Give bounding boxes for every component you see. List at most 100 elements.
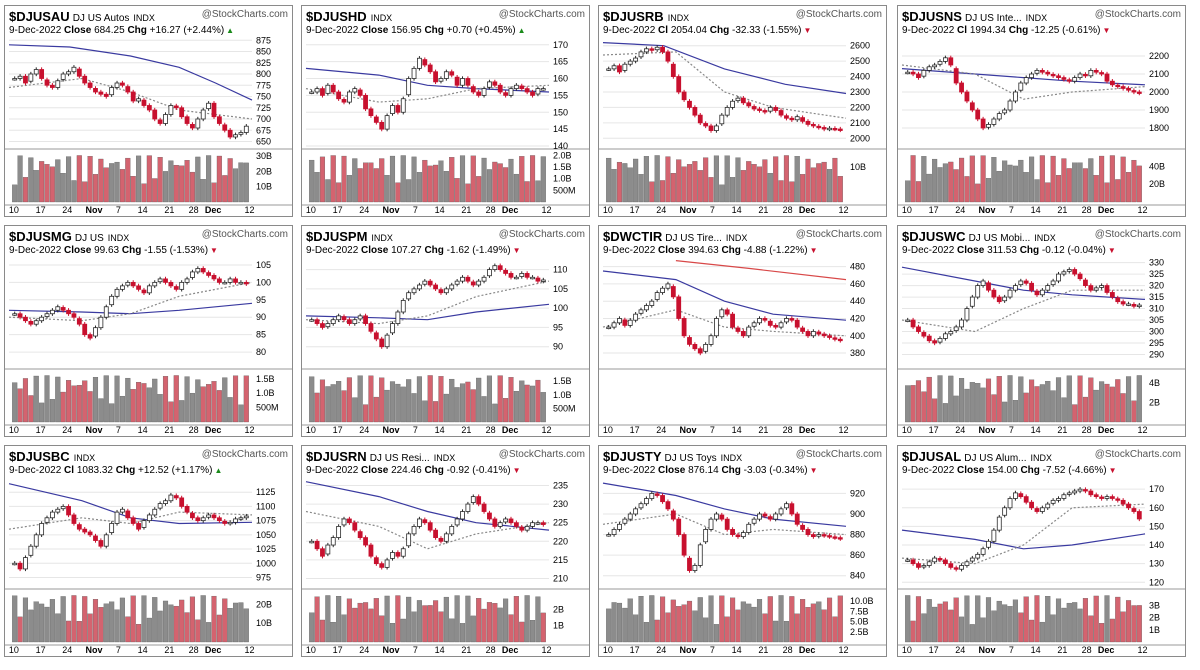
chart-panel[interactable]: $DWCTIR DJ US Tire... INDX @StockCharts.com… (598, 225, 887, 437)
candle-body (17, 562, 23, 570)
candle-body (309, 91, 315, 94)
candle-body (633, 508, 639, 515)
candle-body (400, 98, 406, 113)
candle-body (975, 109, 981, 120)
volume-bar (141, 595, 147, 643)
chart-panel[interactable]: $DJUSNS DJ US Inte... INDX @StockCharts.com… (897, 5, 1186, 217)
volume-bar (665, 612, 671, 643)
volume-bar (837, 176, 843, 203)
chart-panel[interactable]: $DJUSWC DJ US Mobi... INDX @StockCharts.com… (897, 225, 1186, 437)
candle-body (363, 94, 368, 110)
chart-panel[interactable]: $DJUSAL DJ US Alum... INDX @StockCharts.com… (897, 445, 1186, 657)
y-tick-label: 875 (256, 35, 271, 45)
volume-bar (119, 597, 125, 643)
volume-bar (676, 159, 682, 203)
candle-body (71, 514, 77, 524)
candle-body (708, 518, 714, 530)
y-tick-label: 220 (553, 536, 568, 546)
volume-bar (416, 376, 422, 423)
volume-bar (660, 180, 666, 203)
chart-panel[interactable]: $DJUSHD INDX @StockCharts.com 9-Dec-2022 Cl… (301, 5, 590, 217)
candle-body (643, 498, 649, 505)
y-tick-label: 2000 (850, 133, 870, 143)
x-tick-label: 14 (1031, 645, 1041, 655)
candle-body (1083, 73, 1088, 77)
candle-body (330, 319, 336, 324)
volume-bar (762, 159, 768, 203)
x-tick-label: Nov (383, 425, 400, 435)
candle-body (146, 285, 152, 294)
volume-bar (346, 175, 352, 203)
volume-bar (1029, 156, 1035, 203)
exchange-label: INDX (667, 13, 690, 23)
chart-panel[interactable]: $DJUSBC INDX @StockCharts.com 9-Dec-2022 Cl… (4, 445, 293, 657)
volume-bar (1045, 381, 1051, 423)
candle-body (926, 561, 932, 566)
up-arrow-icon: ▲ (214, 466, 223, 475)
volume-bar (368, 608, 374, 643)
candle-body (76, 68, 82, 77)
close-label: Close (361, 25, 389, 36)
x-tick-label: 28 (486, 205, 496, 215)
volume-bar (373, 396, 379, 423)
change-value: +12.52 (+1.17%) (138, 465, 213, 476)
volume-bar (985, 597, 992, 643)
volume-bar (33, 601, 39, 643)
candle-body (627, 319, 633, 326)
candle-body (980, 548, 986, 555)
volume-bar (1088, 615, 1094, 643)
candle-body (12, 313, 18, 316)
chart-panel[interactable]: $DJUSRB INDX @StockCharts.com 9-Dec-2022 Cl… (598, 5, 887, 217)
volume-bar (309, 376, 315, 423)
candle-body (1104, 285, 1110, 293)
volume-bar (119, 169, 125, 203)
volume-tick-label: 1.0B (553, 390, 572, 400)
candle-body (82, 75, 88, 84)
volume-bar (243, 608, 249, 643)
ticker-symbol: $DJUSPM (306, 229, 368, 244)
volume-bar (1136, 605, 1142, 643)
volume-bar (730, 177, 736, 203)
index-name: DJ US Tire... (665, 233, 722, 244)
volume-bar (481, 157, 487, 203)
volume-tick-label: 7.5B (850, 606, 869, 616)
volume-bar (1088, 377, 1094, 423)
volume-bar (66, 156, 72, 203)
chart-panel[interactable]: $DJUSRN DJ US Resi... INDX @StockCharts.com… (301, 445, 590, 657)
candle-body (660, 495, 665, 503)
down-arrow-icon: ▼ (1108, 466, 1117, 475)
volume-bar (540, 156, 546, 203)
candle-body (76, 524, 82, 530)
chart-panel[interactable]: $DJUSAU DJ US Autos INDX @StockCharts.com 9-… (4, 5, 293, 217)
x-tick-label: 28 (189, 205, 199, 215)
chart-panel[interactable]: $DJUSPM INDX @StockCharts.com 9-Dec-2022 Cl… (301, 225, 590, 437)
chart-panel[interactable]: $DJUSMG DJ US INDX @StockCharts.com 9-Dec-20… (4, 225, 293, 437)
y-tick-label: 2000 (1149, 87, 1169, 97)
x-tick-label: 24 (955, 645, 965, 655)
y-tick-label: 225 (553, 518, 568, 528)
candle-body (109, 87, 115, 96)
candle-body (1050, 73, 1056, 77)
down-arrow-icon: ▼ (803, 26, 812, 35)
volume-tick-label: 20B (1149, 179, 1165, 189)
candle-body (837, 128, 843, 131)
volume-bar (173, 605, 179, 643)
candle-body (633, 313, 639, 321)
volume-bar (953, 395, 959, 423)
volume-bar (216, 390, 222, 423)
volume-bar (1018, 612, 1024, 643)
volume-bar (411, 156, 417, 203)
candle-body (352, 319, 358, 324)
volume-bar (384, 595, 390, 643)
candle-body (719, 514, 725, 520)
ticker-symbol: $DJUSRN (306, 449, 367, 464)
candle-body (1136, 511, 1142, 520)
close-label: Close (64, 25, 92, 36)
candle-body (427, 280, 433, 286)
candle-body (325, 544, 331, 555)
volume-bar (470, 389, 476, 423)
chart-panel[interactable]: $DJUSTY DJ US Toys INDX @StockCharts.com 9-D… (598, 445, 887, 657)
volume-bar (686, 164, 693, 203)
volume-bar (616, 161, 623, 203)
